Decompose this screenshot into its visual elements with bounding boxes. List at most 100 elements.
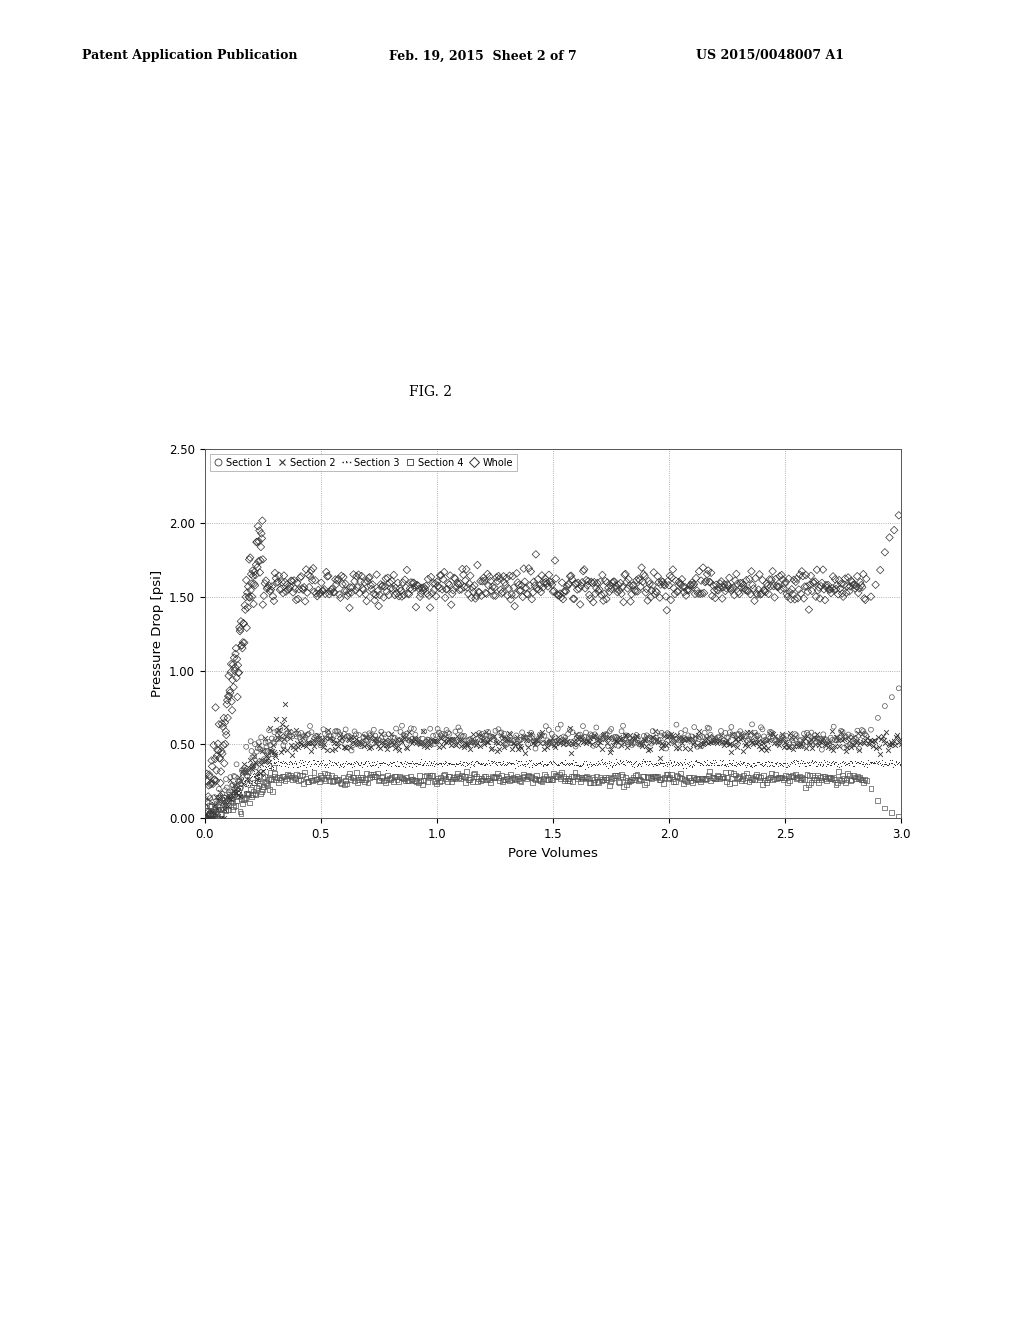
Point — [834, 583, 850, 605]
Point — [800, 581, 816, 602]
Point — [610, 735, 627, 756]
Point — [197, 805, 213, 826]
Point — [302, 566, 318, 587]
Point — [553, 714, 569, 735]
Point — [745, 734, 762, 755]
Point — [234, 793, 251, 814]
Point — [603, 739, 620, 760]
Point — [237, 632, 253, 653]
Point — [739, 721, 756, 742]
Point — [767, 569, 783, 590]
Point — [561, 573, 578, 594]
Point — [423, 566, 439, 587]
Point — [216, 752, 232, 774]
Point — [701, 572, 718, 593]
Point — [729, 737, 745, 758]
Point — [478, 583, 495, 605]
Point — [683, 771, 699, 792]
Point — [842, 576, 858, 597]
Point — [401, 722, 418, 743]
Point — [702, 770, 719, 791]
Point — [614, 577, 631, 598]
Point — [212, 772, 228, 793]
Point — [710, 579, 726, 601]
Point — [339, 585, 355, 606]
Point — [456, 577, 472, 598]
Point — [243, 564, 259, 585]
Point — [378, 726, 394, 747]
Point — [846, 767, 862, 788]
Point — [772, 730, 788, 751]
Point — [615, 731, 632, 752]
Point — [265, 735, 282, 756]
Point — [306, 735, 323, 756]
Point — [219, 708, 236, 729]
Point — [667, 729, 683, 750]
Point — [857, 768, 873, 789]
Point — [511, 574, 527, 595]
Point — [274, 766, 291, 787]
Point — [311, 771, 328, 792]
Point — [265, 742, 282, 763]
Point — [223, 788, 240, 809]
Point — [305, 729, 322, 750]
Point — [650, 572, 667, 593]
Point — [595, 770, 611, 791]
Point — [721, 568, 737, 589]
Point — [845, 574, 861, 595]
Point — [236, 789, 252, 810]
Point — [765, 723, 781, 744]
Point — [330, 569, 346, 590]
Point — [523, 723, 540, 744]
Point — [359, 733, 376, 754]
Point — [758, 581, 774, 602]
Point — [493, 579, 509, 601]
Point — [215, 793, 231, 814]
Point — [518, 583, 535, 605]
Point — [372, 770, 388, 791]
Point — [408, 725, 424, 746]
Point — [199, 808, 215, 829]
Point — [421, 767, 437, 788]
Point — [365, 574, 381, 595]
Point — [345, 564, 361, 585]
Point — [843, 770, 859, 791]
Point — [719, 574, 735, 595]
Point — [197, 808, 213, 829]
Point — [628, 725, 644, 746]
Point — [382, 731, 398, 752]
Point — [447, 568, 464, 589]
Point — [219, 796, 236, 817]
Point — [591, 772, 607, 793]
Point — [209, 799, 225, 820]
Point — [344, 767, 360, 788]
Point — [849, 566, 865, 587]
Point — [583, 723, 599, 744]
Point — [268, 572, 285, 593]
Point — [375, 576, 391, 597]
Point — [256, 585, 272, 606]
Point — [311, 727, 328, 748]
Point — [231, 620, 248, 642]
Point — [220, 785, 237, 807]
Point — [201, 805, 217, 826]
Point — [394, 767, 411, 788]
Point — [818, 729, 835, 750]
Point — [838, 726, 854, 747]
Point — [427, 730, 443, 751]
Point — [602, 576, 618, 597]
Point — [324, 579, 340, 601]
Point — [260, 731, 276, 752]
Point — [657, 734, 674, 755]
Point — [512, 735, 528, 756]
Point — [341, 597, 357, 618]
Point — [835, 586, 851, 607]
Point — [247, 561, 263, 582]
Point — [342, 726, 358, 747]
Point — [816, 766, 833, 787]
Point — [357, 583, 374, 605]
Point — [441, 723, 458, 744]
Point — [782, 589, 799, 610]
Point — [225, 766, 242, 787]
Point — [287, 723, 303, 744]
